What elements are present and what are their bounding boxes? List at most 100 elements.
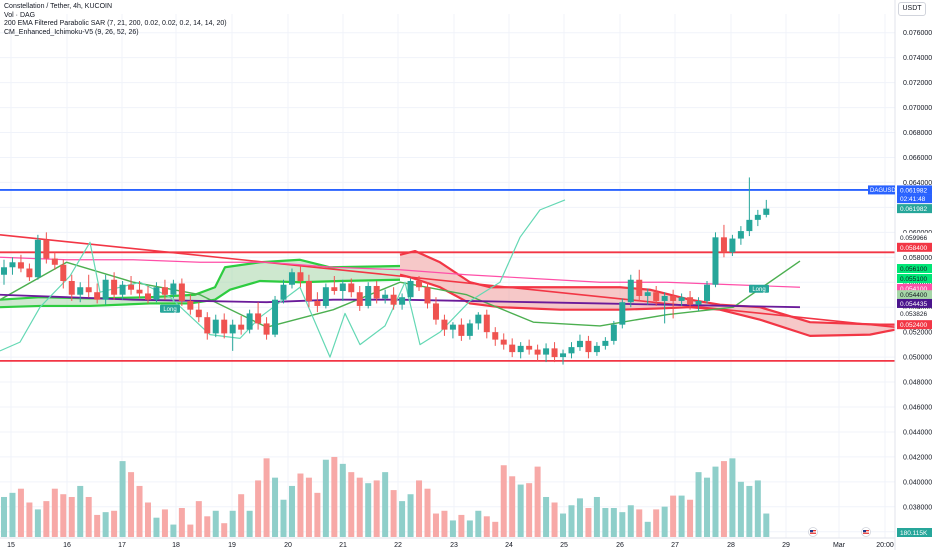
candle-body (43, 239, 50, 259)
volume-bar (51, 488, 58, 537)
candle-body (356, 292, 363, 306)
legend-sar[interactable]: 200 EMA Filtered Parabolic SAR (7, 21, 2… (4, 20, 227, 28)
volume-bar (483, 516, 490, 537)
event-flag-icon-stripe (810, 532, 816, 534)
level-label-a-bg (897, 232, 932, 242)
volume-bar (77, 485, 84, 537)
volume-bar (543, 496, 550, 537)
candle-body (161, 287, 168, 295)
volume-bar (517, 484, 524, 537)
volume-bar (111, 510, 118, 537)
current-price-label: 0.061982 (900, 187, 927, 194)
volume-bar (85, 496, 92, 537)
volume-bar (94, 514, 101, 537)
candle-body (348, 283, 355, 293)
volume-bar (534, 466, 541, 537)
candle-body (602, 340, 609, 346)
candle-body (153, 287, 160, 300)
volume-bar (170, 524, 177, 537)
long-marker-1: Long (163, 307, 176, 313)
y-tick-label: 0.042000 (903, 454, 932, 461)
volume-bar (339, 463, 346, 537)
event-flag-icon-canton (863, 530, 866, 533)
volume-bar (636, 509, 643, 537)
candle-body (416, 280, 423, 288)
y-tick-label: 0.054000 (903, 305, 932, 312)
candle-body (331, 287, 338, 291)
candle-body (704, 284, 711, 301)
volume-bar (331, 456, 338, 537)
volume-bar (322, 459, 329, 537)
y-tick-label: 0.076000 (903, 30, 932, 37)
volume-bar (60, 494, 67, 537)
y-tick-label: 0.056000 (903, 280, 932, 287)
legend-symbol[interactable]: Constellation / Tether, 4h, KUCOIN (4, 3, 113, 10)
candle-body (128, 284, 135, 290)
cloud-green-label-bg (897, 290, 932, 300)
volume-bar (297, 473, 304, 537)
volume-bar (102, 512, 109, 537)
volume-label-bg (897, 528, 932, 537)
volume-bar (43, 501, 50, 537)
red-label-bg (897, 320, 932, 330)
candle-body (653, 292, 660, 301)
y-tick-label: 0.044000 (903, 429, 932, 436)
volume-bar (568, 505, 575, 537)
volume-bar (9, 492, 16, 537)
volume-bar (416, 480, 423, 537)
volume-bar (187, 524, 194, 537)
candle-body (339, 283, 346, 291)
candle-body (576, 340, 583, 348)
symbol-tag-bg (868, 185, 895, 195)
cloud-green-label: 0.054400 (900, 292, 927, 299)
volume-bar (34, 509, 41, 537)
long-marker-1-bg (160, 304, 180, 313)
volume-bar (238, 494, 245, 537)
candles (1, 177, 770, 365)
span-b-red-line (399, 273, 896, 337)
volume-bar (178, 508, 185, 537)
candle-body (221, 319, 228, 334)
candle-body (9, 262, 16, 268)
volume-bar (610, 508, 617, 537)
candle-body (136, 289, 143, 294)
candle-body (670, 295, 677, 301)
volume-bar (136, 485, 143, 537)
volume-bar (212, 510, 219, 537)
volume-bar (314, 492, 321, 537)
symbol-tag: DAGUSDT (870, 188, 900, 194)
volume-bar (263, 458, 270, 537)
currency-button[interactable]: USDT (898, 2, 926, 16)
candle-body (170, 283, 177, 295)
candle-body (238, 324, 245, 330)
candle-body (543, 348, 550, 355)
volume-bar (204, 516, 211, 537)
candle-body (17, 262, 24, 269)
candle-body (85, 287, 92, 293)
volume-bar (729, 458, 736, 537)
candle-body (255, 313, 262, 324)
long-marker-2-bg (749, 284, 769, 293)
candle-body (322, 287, 329, 306)
legend-volume[interactable]: Vol · DAG (4, 11, 36, 19)
candle-body (229, 324, 236, 334)
kijun-label: 0.055100 (900, 276, 927, 283)
candle-body (68, 280, 75, 295)
legend-ichimoku[interactable]: CM_Enhanced_Ichimoku-V5 (9, 26, 52, 26) (4, 28, 139, 36)
volume-bar (466, 520, 473, 537)
volume-bar (449, 520, 456, 537)
span-a-red-line (399, 249, 895, 326)
candle-body (746, 219, 753, 232)
candle-body (729, 238, 736, 253)
x-tick-label: 24 (505, 542, 513, 549)
candle-body (644, 292, 651, 296)
x-tick-label: 22 (394, 542, 402, 549)
volume-bar (373, 480, 380, 537)
ema-label-bg (897, 298, 932, 308)
volume-bar (500, 465, 507, 537)
kijun-line (0, 256, 801, 288)
candle-body (288, 272, 295, 285)
